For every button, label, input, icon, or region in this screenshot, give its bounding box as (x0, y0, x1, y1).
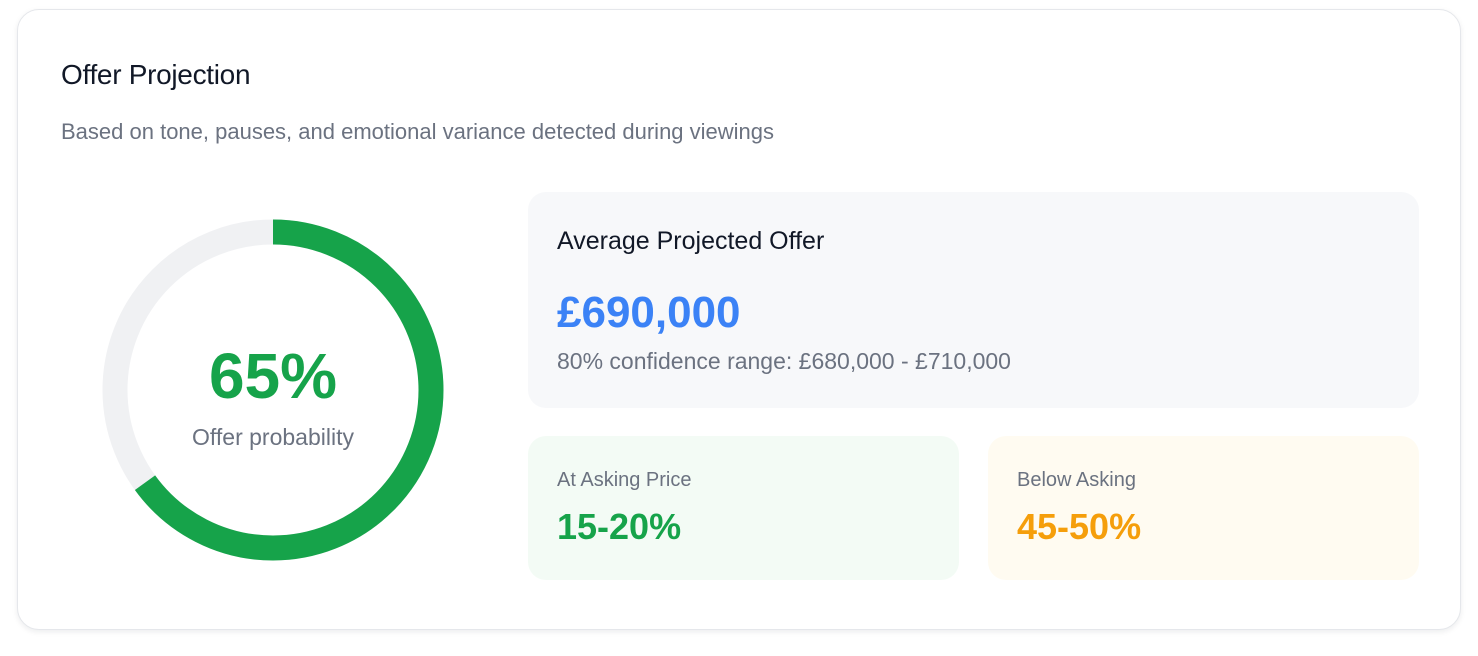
card-title: Offer Projection (61, 59, 251, 90)
donut-chart (102, 219, 444, 561)
average-offer-panel: Average Projected Offer £690,000 80% con… (528, 192, 1419, 408)
card-subtitle: Based on tone, pauses, and emotional var… (61, 119, 775, 144)
probability-value: 65% (208, 340, 338, 412)
at-asking-price-box: At Asking Price 15-20% (528, 436, 959, 580)
offer-probability-donut: 65% Offer probability (102, 219, 444, 561)
probability-label: Offer probability (192, 424, 354, 450)
offer-projection-card: Offer Projection Based on tone, pauses, … (17, 9, 1461, 630)
average-offer-value: £690,000 (557, 288, 741, 337)
below-asking-box: Below Asking 45-50% (988, 436, 1419, 580)
below-asking-value: 45-50% (1017, 506, 1142, 547)
confidence-range: 80% confidence range: £680,000 - £710,00… (557, 348, 1011, 374)
donut-center: 65% Offer probability (102, 219, 444, 561)
at-asking-price-value: 15-20% (557, 506, 682, 547)
at-asking-price-label: At Asking Price (557, 469, 692, 491)
below-asking-label: Below Asking (1017, 469, 1136, 491)
average-offer-title: Average Projected Offer (557, 227, 825, 255)
donut-fill (102, 219, 444, 561)
